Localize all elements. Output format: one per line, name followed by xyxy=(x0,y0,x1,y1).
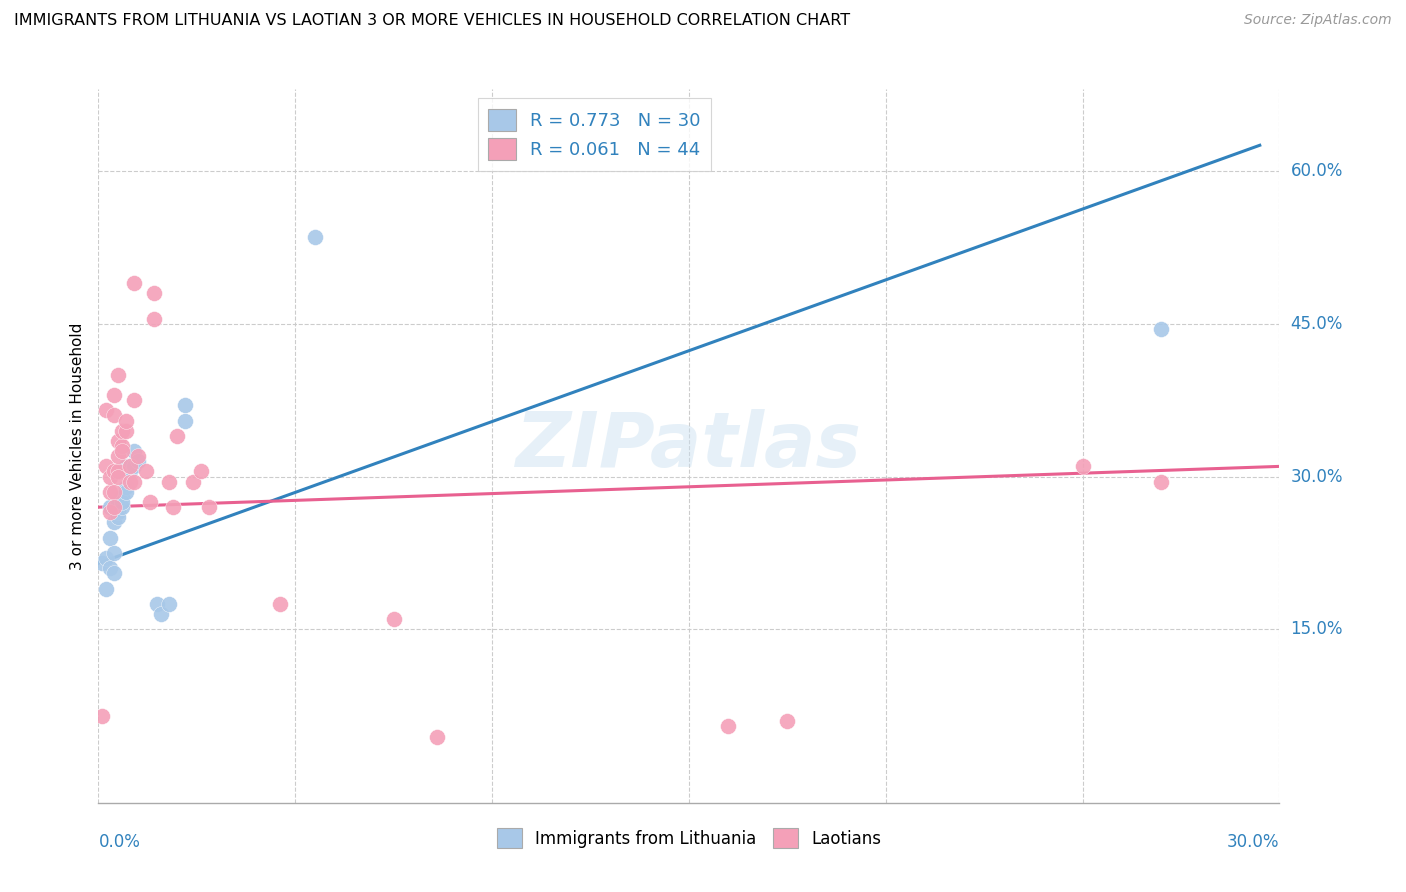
Point xyxy=(96,403,118,417)
Point xyxy=(107,368,129,382)
Point xyxy=(197,500,219,515)
Point xyxy=(118,475,141,489)
Point xyxy=(776,714,799,729)
Legend: Immigrants from Lithuania, Laotians: Immigrants from Lithuania, Laotians xyxy=(489,822,889,855)
Point xyxy=(96,582,118,596)
Text: 45.0%: 45.0% xyxy=(1291,315,1343,333)
Point xyxy=(118,459,141,474)
Point xyxy=(91,709,114,723)
Point xyxy=(142,286,165,301)
Point xyxy=(1071,459,1094,474)
Point xyxy=(103,484,125,499)
Point xyxy=(103,566,125,581)
Point xyxy=(107,469,129,483)
Point xyxy=(107,505,129,519)
Point xyxy=(190,465,212,479)
Point xyxy=(269,597,291,611)
Point xyxy=(157,475,180,489)
Point xyxy=(98,500,121,515)
Point xyxy=(166,429,188,443)
Point xyxy=(111,439,134,453)
Point xyxy=(115,459,138,474)
Text: 0.0%: 0.0% xyxy=(98,833,141,851)
Point xyxy=(181,475,204,489)
Point xyxy=(107,510,129,524)
Point xyxy=(162,500,184,515)
Point xyxy=(98,531,121,545)
Point xyxy=(96,551,118,566)
Point xyxy=(98,469,121,483)
Point xyxy=(304,230,326,244)
Point xyxy=(122,459,145,474)
Point xyxy=(142,311,165,326)
Point xyxy=(103,500,125,515)
Point xyxy=(111,490,134,504)
Point xyxy=(717,719,740,733)
Point xyxy=(98,484,121,499)
Point xyxy=(111,424,134,438)
Point xyxy=(118,465,141,479)
Point xyxy=(135,465,157,479)
Point xyxy=(174,413,197,427)
Point xyxy=(103,409,125,423)
Text: IMMIGRANTS FROM LITHUANIA VS LAOTIAN 3 OR MORE VEHICLES IN HOUSEHOLD CORRELATION: IMMIGRANTS FROM LITHUANIA VS LAOTIAN 3 O… xyxy=(14,13,851,29)
Point xyxy=(103,546,125,560)
Point xyxy=(122,444,145,458)
Y-axis label: 3 or more Vehicles in Household: 3 or more Vehicles in Household xyxy=(70,322,86,570)
Point xyxy=(426,730,449,744)
Point xyxy=(115,424,138,438)
Point xyxy=(96,459,118,474)
Point xyxy=(107,434,129,448)
Text: 60.0%: 60.0% xyxy=(1291,161,1343,180)
Point xyxy=(103,465,125,479)
Point xyxy=(103,516,125,530)
Text: Source: ZipAtlas.com: Source: ZipAtlas.com xyxy=(1244,13,1392,28)
Text: 30.0%: 30.0% xyxy=(1291,467,1343,485)
Point xyxy=(127,449,149,463)
Point xyxy=(150,607,173,622)
Point xyxy=(157,597,180,611)
Text: 30.0%: 30.0% xyxy=(1227,833,1279,851)
Point xyxy=(118,459,141,474)
Point xyxy=(98,561,121,575)
Point xyxy=(107,495,129,509)
Point xyxy=(382,612,405,626)
Point xyxy=(111,495,134,509)
Point xyxy=(111,500,134,515)
Point xyxy=(174,398,197,412)
Text: ZIPatlas: ZIPatlas xyxy=(516,409,862,483)
Point xyxy=(1150,322,1173,336)
Point xyxy=(115,484,138,499)
Point xyxy=(115,413,138,427)
Point xyxy=(103,388,125,402)
Point xyxy=(127,454,149,468)
Point xyxy=(111,444,134,458)
Point xyxy=(107,449,129,463)
Point xyxy=(107,465,129,479)
Point xyxy=(1150,475,1173,489)
Point xyxy=(115,480,138,494)
Point xyxy=(122,475,145,489)
Point xyxy=(122,393,145,408)
Point xyxy=(98,505,121,519)
Point xyxy=(146,597,169,611)
Point xyxy=(138,495,160,509)
Text: 15.0%: 15.0% xyxy=(1291,621,1343,639)
Point xyxy=(122,276,145,290)
Point xyxy=(91,556,114,570)
